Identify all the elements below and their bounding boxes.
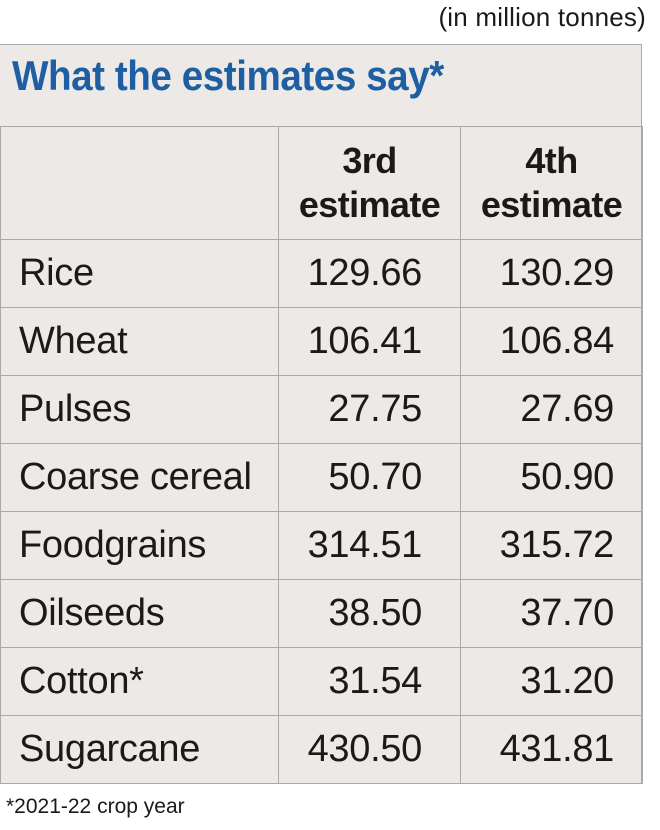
row-label: Coarse cereal: [0, 443, 279, 512]
value-cell-3rd: 50.70: [278, 443, 461, 512]
column-header-4th-estimate: 4th estimate: [460, 126, 643, 240]
value-cell-4th: 27.69: [460, 375, 643, 444]
row-label: Oilseeds: [0, 579, 279, 648]
footnote: *2021-22 crop year: [6, 795, 185, 818]
estimates-table: 3rd estimate 4th estimate Rice 129.66 13…: [0, 126, 643, 784]
column-header-line: 3rd: [342, 140, 397, 181]
row-label: Pulses: [0, 375, 279, 444]
value-cell-4th: 315.72: [460, 511, 643, 580]
value-cell-4th: 130.29: [460, 239, 643, 308]
unit-note: (in million tonnes): [438, 2, 646, 32]
table-row: Rice 129.66 130.29: [0, 239, 643, 308]
table-row: Cotton* 31.54 31.20: [0, 647, 643, 716]
row-label: Rice: [0, 239, 279, 308]
table-row: Pulses 27.75 27.69: [0, 375, 643, 444]
value-cell-3rd: 430.50: [278, 715, 461, 784]
column-header-line: estimate: [298, 184, 441, 225]
column-header-line: estimate: [480, 184, 623, 225]
table-row: Wheat 106.41 106.84: [0, 307, 643, 376]
value-cell-3rd: 129.66: [278, 239, 461, 308]
table-row: Oilseeds 38.50 37.70: [0, 579, 643, 648]
value-cell-3rd: 27.75: [278, 375, 461, 444]
value-cell-4th: 31.20: [460, 647, 643, 716]
value-cell-3rd: 31.54: [278, 647, 461, 716]
header-blank-cell: [0, 126, 279, 240]
value-cell-4th: 37.70: [460, 579, 643, 648]
value-cell-4th: 50.90: [460, 443, 643, 512]
header-row: 3rd estimate 4th estimate: [0, 126, 643, 240]
value-cell-4th: 106.84: [460, 307, 643, 376]
row-label: Sugarcane: [0, 715, 279, 784]
table-title: What the estimates say*: [12, 52, 444, 99]
row-label: Wheat: [0, 307, 279, 376]
column-header-3rd-estimate: 3rd estimate: [278, 126, 461, 240]
table-row: Foodgrains 314.51 315.72: [0, 511, 643, 580]
table-row: Coarse cereal 50.70 50.90: [0, 443, 643, 512]
value-cell-4th: 431.81: [460, 715, 643, 784]
table-row: Sugarcane 430.50 431.81: [0, 715, 643, 784]
column-header-line: 4th: [525, 140, 578, 181]
value-cell-3rd: 106.41: [278, 307, 461, 376]
value-cell-3rd: 38.50: [278, 579, 461, 648]
value-cell-3rd: 314.51: [278, 511, 461, 580]
row-label: Cotton*: [0, 647, 279, 716]
row-label: Foodgrains: [0, 511, 279, 580]
